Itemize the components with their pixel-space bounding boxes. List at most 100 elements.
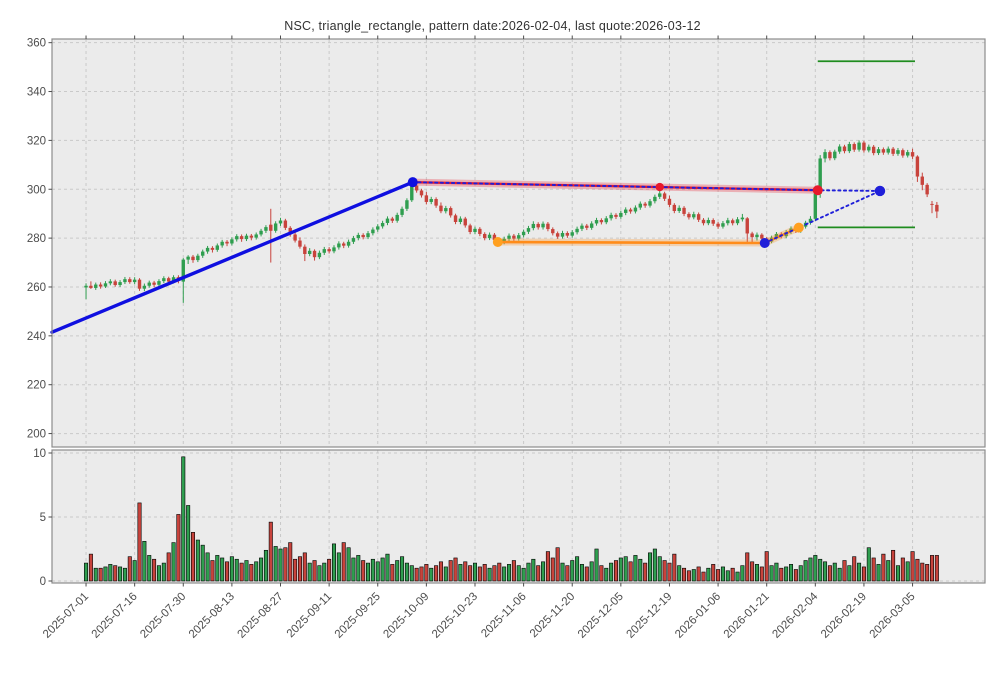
- volume-bar: [579, 564, 584, 582]
- volume-bar: [482, 564, 487, 582]
- volume-bar: [531, 558, 536, 582]
- volume-bar: [404, 562, 409, 582]
- candle-body: [191, 256, 195, 261]
- candle-body: [745, 218, 749, 234]
- candle-body: [633, 207, 638, 212]
- volume-bar: [108, 564, 113, 582]
- price-axis-label: 300: [27, 184, 46, 196]
- volume-bar: [487, 567, 492, 582]
- volume-bar: [322, 562, 327, 582]
- volume-bar: [638, 558, 643, 582]
- volume-bar: [302, 552, 307, 582]
- price-axis-label: 320: [27, 135, 46, 147]
- candle-body: [181, 259, 185, 282]
- candle-body: [614, 214, 618, 217]
- volume-bar: [113, 565, 118, 582]
- volume-bar: [823, 561, 828, 582]
- candle-body: [94, 284, 98, 288]
- volume-bar: [395, 560, 400, 582]
- candle-body: [531, 223, 536, 229]
- date-axis-label: 2025-12-05: [576, 591, 626, 641]
- volume-bar: [657, 556, 662, 582]
- volume-bar: [351, 557, 356, 582]
- volume-bar: [463, 561, 468, 582]
- volume-bar: [798, 565, 803, 582]
- candle-body: [624, 209, 628, 213]
- volume-bar: [200, 544, 205, 582]
- volume-bar: [623, 556, 628, 582]
- candle-body: [463, 218, 467, 226]
- candle-body: [648, 201, 652, 206]
- volume-bar: [555, 547, 560, 582]
- price-axis-label: 360: [27, 38, 46, 50]
- pivot-marker: [812, 185, 823, 196]
- volume-bar: [118, 566, 123, 582]
- candle-body: [886, 148, 890, 153]
- candle-body: [478, 228, 482, 234]
- candle-body: [371, 229, 375, 234]
- candle-body: [575, 228, 579, 233]
- volume-bar: [915, 558, 920, 582]
- candle-body: [405, 200, 409, 209]
- volume-bar: [346, 547, 351, 582]
- date-axis-label: 2026-03-05: [868, 591, 918, 641]
- candle-body: [162, 278, 166, 282]
- candle-body: [730, 220, 735, 224]
- candle-body: [867, 146, 871, 151]
- candle-body: [823, 152, 827, 159]
- candle-body: [171, 277, 176, 282]
- volume-bar: [210, 560, 215, 582]
- volume-bar: [229, 556, 234, 582]
- candle-body: [283, 220, 288, 228]
- volume-bar: [701, 571, 706, 582]
- volume-bar: [813, 555, 818, 582]
- candle-body: [716, 223, 720, 227]
- volume-bar: [618, 557, 623, 582]
- candle-body: [818, 158, 822, 194]
- candle-body: [254, 234, 258, 238]
- volume-bar: [725, 570, 730, 582]
- candle-body: [628, 209, 633, 212]
- volume-bar: [507, 564, 512, 582]
- candle-body: [385, 218, 390, 223]
- date-axis-label: 2025-07-16: [90, 591, 140, 641]
- volume-bar: [278, 548, 283, 582]
- candle-body: [468, 225, 472, 233]
- volume-bar: [754, 564, 759, 582]
- volume-bar: [375, 561, 380, 582]
- candle-body: [580, 225, 584, 229]
- price-axis-label: 240: [27, 331, 46, 343]
- volume-bar: [832, 562, 837, 582]
- volume-bar: [803, 560, 808, 582]
- volume-bar: [331, 543, 336, 582]
- volume-bar: [925, 564, 930, 582]
- candle-body: [244, 235, 249, 240]
- candle-body: [249, 235, 254, 238]
- volume-bar: [434, 565, 439, 582]
- candle-body: [726, 220, 730, 224]
- volume-bar: [390, 564, 395, 582]
- volume-axis-label: 10: [33, 448, 46, 460]
- date-axis-label: 2025-10-09: [381, 591, 431, 641]
- candle-body: [701, 219, 706, 224]
- volume-bar: [866, 547, 871, 582]
- volume-bar: [920, 562, 925, 582]
- candle-body: [672, 204, 677, 211]
- volume-bar: [628, 561, 633, 582]
- candle-body: [551, 229, 555, 234]
- volume-bar: [545, 551, 550, 582]
- candle-body: [643, 203, 647, 206]
- volume-bar: [808, 557, 813, 582]
- candle-body: [439, 205, 443, 212]
- price-axis-label: 220: [27, 380, 46, 392]
- candle-body: [760, 234, 764, 239]
- candle-body: [259, 230, 263, 235]
- volume-bar: [769, 565, 774, 582]
- volume-bar: [448, 560, 453, 582]
- volume-bar: [895, 565, 900, 582]
- volume-bar: [584, 566, 589, 582]
- candle-body: [444, 208, 448, 212]
- date-axis-label: 2025-09-25: [333, 591, 383, 641]
- volume-bar: [409, 565, 414, 582]
- candle-body: [366, 233, 370, 238]
